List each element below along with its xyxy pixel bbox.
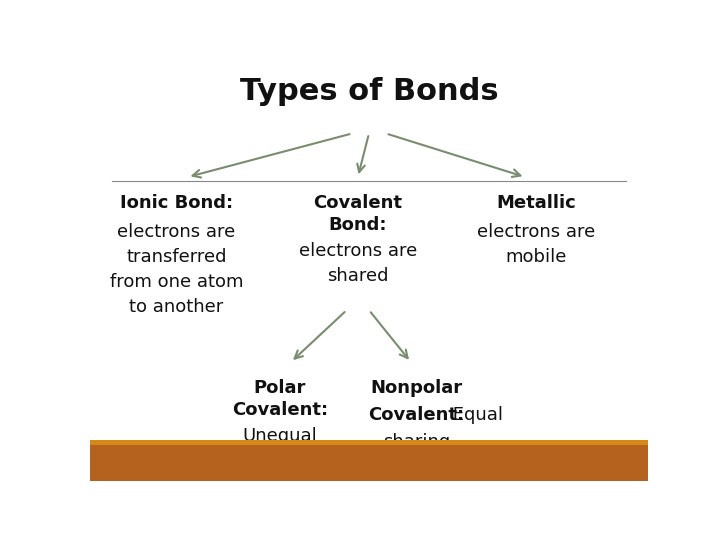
Text: Types of Bonds: Types of Bonds bbox=[240, 77, 498, 106]
Text: electrons are
shared: electrons are shared bbox=[299, 241, 417, 285]
Text: Covalent:: Covalent: bbox=[369, 406, 464, 424]
Bar bbox=[90, 440, 648, 445]
Text: Covalent
Bond:: Covalent Bond: bbox=[313, 194, 402, 234]
Text: sharing: sharing bbox=[383, 433, 450, 451]
Text: Metallic: Metallic bbox=[497, 194, 576, 212]
Text: Nonpolar: Nonpolar bbox=[370, 379, 462, 397]
Text: Equal: Equal bbox=[447, 406, 503, 424]
Text: Polar
Covalent:: Polar Covalent: bbox=[232, 379, 328, 419]
Text: Unequal
sharing: Unequal sharing bbox=[243, 427, 317, 470]
Text: Ionic Bond:: Ionic Bond: bbox=[120, 194, 233, 212]
Bar bbox=[90, 446, 648, 481]
Text: electrons are
mobile: electrons are mobile bbox=[477, 223, 595, 266]
Text: electrons are
transferred
from one atom
to another: electrons are transferred from one atom … bbox=[109, 223, 243, 316]
